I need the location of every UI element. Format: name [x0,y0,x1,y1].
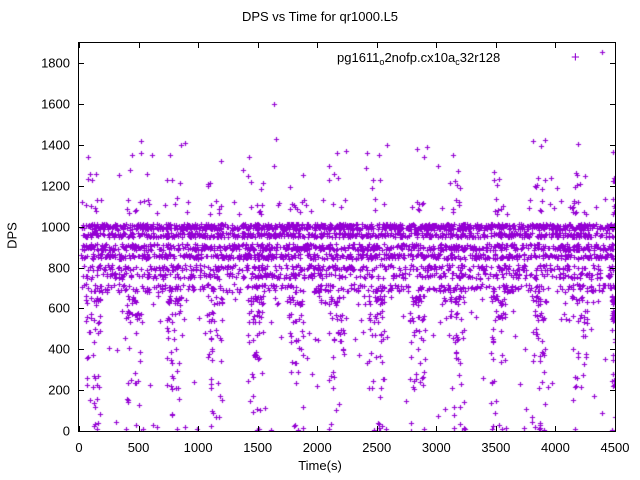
legend: pg1611o2nofp.cx10ac32r128 [337,46,500,68]
y-tick-label: 200 [48,382,70,398]
y-tick-label: 0 [62,423,70,439]
x-tick-label: 500 [127,440,150,455]
y-tick-label: 1800 [41,55,70,71]
y-tick-label: 1600 [41,96,70,112]
chart-title: DPS vs Time for qr1000.L5 [241,9,399,24]
x-tick-label: 2500 [362,440,392,455]
y-tick-label: 600 [48,300,70,316]
x-tick-label: 4500 [600,440,630,455]
x-axis-label: Time(s) [298,458,342,473]
x-tick-label: 3000 [421,440,451,455]
x-tick-label: 1500 [243,440,273,455]
legend-marker-icon: + [571,49,580,66]
x-tick-label: 3500 [481,440,511,455]
y-tick-label: 400 [48,341,70,357]
y-tick-label: 1200 [41,178,70,194]
legend-series-label: pg1611o2nofp.cx10ac32r128 [337,49,501,67]
x-tick-label: 4000 [540,440,570,455]
y-tick-label: 1400 [41,137,70,153]
plot-area [78,42,616,432]
x-tick-label: 1000 [183,440,213,455]
scatter-points-layer [79,43,615,431]
y-axis-label: DPS [4,222,20,249]
x-tick-label: 0 [75,440,83,455]
x-tick-label: 2000 [302,440,332,455]
